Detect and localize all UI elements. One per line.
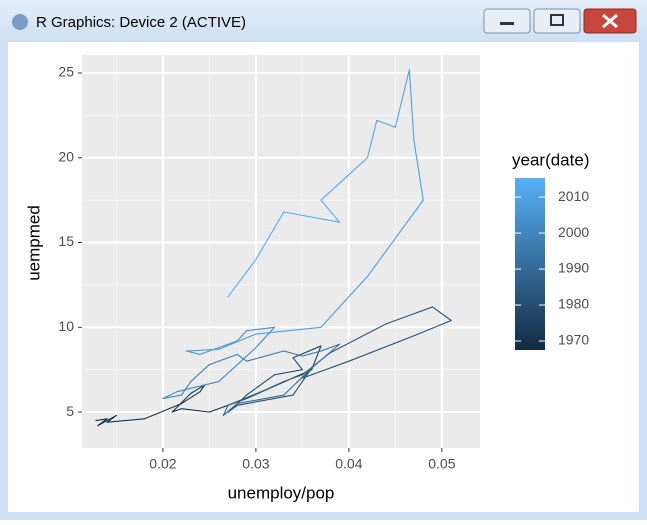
x-tick-label: 0.02 <box>149 456 176 472</box>
path-segment <box>185 350 201 355</box>
path-segment <box>227 404 238 413</box>
path-segment <box>413 140 424 201</box>
path-segment <box>190 384 206 394</box>
path-segment <box>376 119 396 128</box>
path-segment <box>283 367 313 396</box>
path-segment <box>236 330 248 342</box>
path-segment <box>283 350 303 357</box>
legend-label: 1970 <box>558 332 589 348</box>
path-segment <box>292 345 322 359</box>
x-tick-label: 0.05 <box>428 456 455 472</box>
minimize-icon <box>500 22 514 25</box>
path-segment <box>171 392 192 413</box>
path-segment <box>227 258 257 298</box>
path-segment <box>283 374 303 383</box>
y-tick-label: 15 <box>58 233 74 249</box>
path-segment <box>222 403 238 416</box>
path-segment <box>246 374 276 396</box>
path-segment <box>408 69 415 142</box>
path-segment <box>283 211 341 223</box>
path-segment <box>301 360 350 379</box>
path-segment <box>394 69 410 128</box>
path-segment <box>385 306 434 325</box>
path-segment <box>218 340 238 349</box>
path-segment <box>246 350 285 362</box>
path-segment <box>218 333 257 350</box>
window-title: R Graphics: Device 2 (ACTIVE) <box>36 14 246 31</box>
path-segment <box>176 380 220 393</box>
path-segment <box>106 414 117 423</box>
close-icon <box>602 13 618 29</box>
path-segment <box>222 404 229 416</box>
path-segment <box>320 174 350 201</box>
x-tick-label: 0.03 <box>242 456 269 472</box>
path-segment <box>236 394 294 406</box>
path-segment <box>199 384 206 393</box>
path-segment <box>106 418 145 423</box>
x-tick-label: 0.04 <box>335 456 362 472</box>
path-segment <box>273 369 303 376</box>
path-segment <box>432 306 452 322</box>
path-segment <box>162 394 183 400</box>
maximize-button[interactable] <box>533 8 581 34</box>
path-segment <box>95 418 108 422</box>
path-segment <box>348 335 415 362</box>
path-segment <box>301 350 322 357</box>
r-icon <box>12 14 28 30</box>
path-segment <box>218 347 257 383</box>
path-segment <box>348 157 369 176</box>
path-segment <box>246 326 276 332</box>
path-segment <box>255 326 276 349</box>
path-segment <box>208 353 238 366</box>
legend-label: 1980 <box>558 296 589 312</box>
path-segment <box>320 343 341 352</box>
y-axis-title: uempmed <box>24 205 43 281</box>
minimize-button[interactable] <box>483 8 531 34</box>
path-segment <box>292 367 313 396</box>
legend-label: 1990 <box>558 260 589 276</box>
path-segment <box>366 199 424 277</box>
path-segment <box>236 353 248 362</box>
path-segment <box>255 211 285 261</box>
path-segment <box>320 275 369 328</box>
x-axis-title: unemploy/pop <box>228 483 335 502</box>
path-segment <box>264 380 285 391</box>
colorbar <box>515 178 545 350</box>
path-segment <box>180 380 192 396</box>
path-segment <box>162 391 178 400</box>
path-segment <box>329 323 387 354</box>
path-segment <box>236 394 285 405</box>
legend-title: year(date) <box>512 150 589 169</box>
path-segment <box>320 199 341 223</box>
path-segment <box>171 408 183 413</box>
legend-label: 2000 <box>558 224 589 240</box>
path-segment <box>292 357 303 371</box>
path-segment <box>180 408 210 413</box>
path-segment <box>413 319 452 337</box>
y-tick-label: 20 <box>58 148 74 164</box>
panel <box>82 55 480 448</box>
path-segment <box>366 119 378 159</box>
path-segment <box>143 403 183 420</box>
y-tick-label: 25 <box>58 64 74 80</box>
path-segment <box>199 347 220 355</box>
path-segment <box>180 391 201 405</box>
path-segment <box>311 343 341 369</box>
path-segment <box>255 326 322 335</box>
y-tick-label: 10 <box>58 318 74 334</box>
path-segment <box>190 364 210 383</box>
maximize-icon <box>550 14 564 26</box>
path-segment <box>185 348 220 352</box>
path-segment <box>227 389 266 406</box>
legend-label: 2010 <box>558 188 589 204</box>
y-tick-label: 5 <box>66 403 74 419</box>
